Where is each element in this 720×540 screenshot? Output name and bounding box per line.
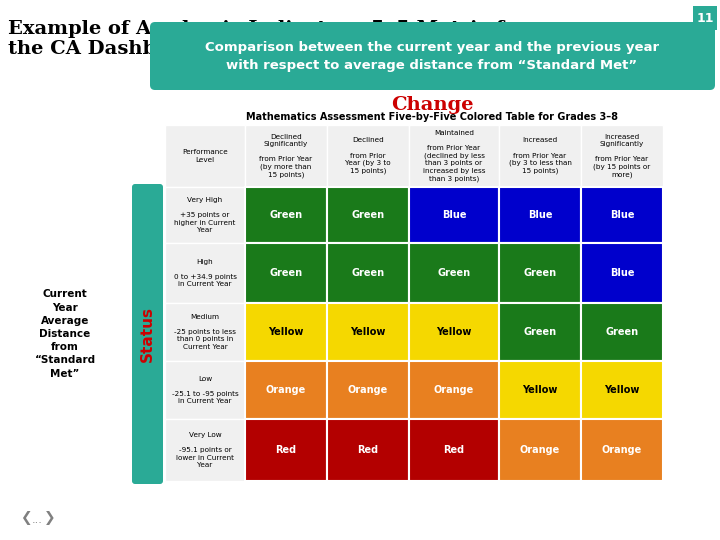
- Text: ...: ...: [32, 515, 43, 525]
- Bar: [499, 187, 581, 243]
- Bar: [581, 419, 663, 481]
- Bar: [327, 303, 409, 361]
- Bar: [327, 125, 409, 187]
- Bar: [409, 419, 499, 481]
- Text: Very High

+35 points or
higher in Current
Year: Very High +35 points or higher in Curren…: [174, 197, 235, 233]
- Bar: [245, 187, 327, 243]
- Text: Green: Green: [438, 268, 471, 278]
- Text: Increased
Significantly

from Prior Year
(by 15 points or
more): Increased Significantly from Prior Year …: [593, 134, 651, 178]
- Bar: [499, 419, 581, 481]
- Text: Declined
Significantly

from Prior Year
(by more than
15 points): Declined Significantly from Prior Year (…: [259, 134, 312, 178]
- FancyBboxPatch shape: [132, 184, 163, 484]
- Text: Yellow: Yellow: [351, 327, 386, 337]
- Text: Green: Green: [351, 210, 384, 220]
- Bar: [499, 303, 581, 361]
- Text: Green: Green: [606, 327, 639, 337]
- Bar: [581, 361, 663, 419]
- Bar: [581, 303, 663, 361]
- Bar: [581, 125, 663, 187]
- Bar: [245, 303, 327, 361]
- Text: Current
Year
Average
Distance
from
“Standard
Met”: Current Year Average Distance from “Stan…: [35, 289, 96, 379]
- Text: Red: Red: [357, 445, 379, 455]
- Text: Change: Change: [391, 96, 473, 114]
- Text: 11: 11: [696, 11, 714, 24]
- Text: Status: Status: [140, 306, 155, 362]
- Text: Declined

from Prior
Year (by 3 to
15 points): Declined from Prior Year (by 3 to 15 poi…: [345, 138, 391, 174]
- Text: Very Low

-95.1 points or
lower in Current
Year: Very Low -95.1 points or lower in Curren…: [176, 432, 234, 468]
- Bar: [327, 187, 409, 243]
- Text: Red: Red: [276, 445, 297, 455]
- Bar: [581, 243, 663, 303]
- Text: Yellow: Yellow: [269, 327, 304, 337]
- Bar: [409, 243, 499, 303]
- Bar: [327, 243, 409, 303]
- Text: Red: Red: [444, 445, 464, 455]
- Text: Performance
Level: Performance Level: [182, 149, 228, 163]
- Bar: [581, 187, 663, 243]
- Bar: [165, 187, 245, 243]
- Bar: [409, 125, 499, 187]
- Bar: [165, 303, 245, 361]
- Text: Yellow: Yellow: [604, 385, 639, 395]
- Text: Orange: Orange: [602, 445, 642, 455]
- Bar: [409, 187, 499, 243]
- Text: Orange: Orange: [520, 445, 560, 455]
- Text: Blue: Blue: [442, 210, 467, 220]
- Bar: [245, 243, 327, 303]
- Text: the CA Dashboard: the CA Dashboard: [8, 40, 206, 58]
- Text: ❮: ❮: [20, 511, 32, 525]
- Text: Green: Green: [351, 268, 384, 278]
- Text: Comparison between the current year and the previous year
with respect to averag: Comparison between the current year and …: [205, 40, 659, 71]
- Text: Orange: Orange: [434, 385, 474, 395]
- Text: ❯: ❯: [44, 511, 55, 525]
- FancyBboxPatch shape: [150, 22, 715, 90]
- Bar: [245, 361, 327, 419]
- Text: Orange: Orange: [348, 385, 388, 395]
- Text: Increased

from Prior Year
(by 3 to less than
15 points): Increased from Prior Year (by 3 to less …: [508, 138, 572, 174]
- Text: Green: Green: [523, 327, 557, 337]
- Text: Example of Academic Indicator - 5x5 Matrix from: Example of Academic Indicator - 5x5 Matr…: [8, 20, 548, 38]
- Bar: [245, 419, 327, 481]
- Bar: [165, 361, 245, 419]
- Bar: [499, 125, 581, 187]
- Text: Medium

-25 points to less
than 0 points in
Current Year: Medium -25 points to less than 0 points …: [174, 314, 236, 350]
- Bar: [499, 243, 581, 303]
- Bar: [409, 361, 499, 419]
- Bar: [165, 243, 245, 303]
- Text: Mathematics Assessment Five-by-Five Colored Table for Grades 3–8: Mathematics Assessment Five-by-Five Colo…: [246, 112, 618, 122]
- Bar: [327, 361, 409, 419]
- Bar: [499, 361, 581, 419]
- Text: Maintained

from Prior Year
(declined by less
than 3 points or
increased by less: Maintained from Prior Year (declined by …: [423, 130, 485, 182]
- Text: Blue: Blue: [610, 210, 634, 220]
- Text: Yellow: Yellow: [436, 327, 472, 337]
- Text: Yellow: Yellow: [522, 385, 558, 395]
- Text: Low

-25.1 to -95 points
in Current Year: Low -25.1 to -95 points in Current Year: [171, 376, 238, 404]
- Text: Blue: Blue: [610, 268, 634, 278]
- Bar: [327, 419, 409, 481]
- Text: Green: Green: [269, 268, 302, 278]
- Text: High

0 to +34.9 points
in Current Year: High 0 to +34.9 points in Current Year: [174, 259, 236, 287]
- Bar: [245, 125, 327, 187]
- Bar: [165, 419, 245, 481]
- Text: Green: Green: [523, 268, 557, 278]
- Bar: [409, 303, 499, 361]
- Bar: [165, 125, 245, 187]
- Text: Orange: Orange: [266, 385, 306, 395]
- Text: Green: Green: [269, 210, 302, 220]
- FancyBboxPatch shape: [693, 6, 717, 30]
- Text: Blue: Blue: [528, 210, 552, 220]
